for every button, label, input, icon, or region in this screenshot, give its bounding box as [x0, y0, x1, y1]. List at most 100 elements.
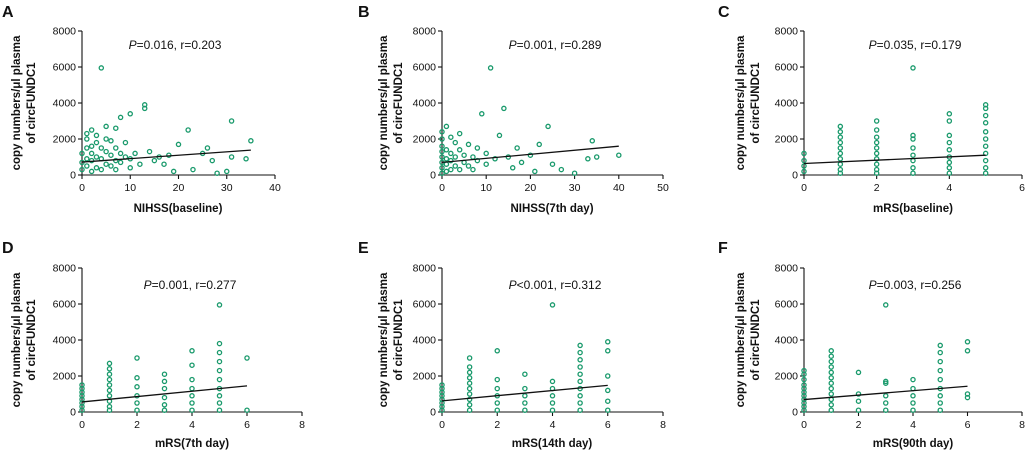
data-point	[88, 168, 95, 175]
data-point	[448, 166, 454, 173]
y-tick-label: 4000	[53, 335, 77, 347]
data-point	[244, 407, 250, 413]
data-point	[837, 134, 844, 140]
data-point	[127, 165, 133, 171]
data-point	[605, 387, 611, 394]
data-point	[466, 396, 473, 403]
x-tick-label: 20	[525, 182, 537, 194]
x-axis: 0 2 4 6 8	[801, 411, 1025, 431]
stat-values: =0.001, r=0.289	[517, 38, 602, 52]
y-label-line1: copy numbers/μl plasma	[11, 272, 23, 407]
data-point	[106, 403, 113, 410]
data-point	[937, 393, 944, 399]
data-point	[828, 385, 835, 392]
data-point	[982, 170, 989, 176]
y-tick-label: 2000	[775, 134, 799, 146]
data-point	[134, 407, 140, 413]
data-point	[106, 376, 113, 383]
data-point	[522, 400, 528, 406]
data-point	[189, 407, 195, 413]
data-point	[228, 154, 235, 160]
data-point	[88, 150, 95, 157]
data-point	[98, 145, 105, 151]
data-point	[117, 159, 124, 166]
fit-line	[441, 145, 619, 164]
data-point	[522, 393, 528, 399]
data-point	[593, 154, 600, 160]
data-point	[855, 407, 862, 413]
data-point	[439, 143, 445, 149]
data-point	[937, 376, 944, 383]
x-label: mRS(90th day)	[873, 438, 954, 450]
panel-a: A copy numbers/μl plasma of circFUNDC1 P…	[2, 4, 281, 215]
data-point	[883, 380, 889, 386]
data-point	[452, 154, 459, 160]
x-label: NIHSS(7th day)	[510, 203, 593, 215]
data-point	[161, 371, 168, 377]
data-point	[910, 170, 916, 176]
data-point	[103, 161, 109, 167]
y-tick-label: 8000	[53, 263, 77, 275]
data-point	[470, 154, 476, 160]
y-tick-label: 6000	[53, 62, 77, 74]
x-tick-label: 6	[244, 419, 250, 431]
y-tick-label: 2000	[775, 371, 799, 383]
data-points	[79, 65, 254, 176]
y-label-line1: copy numbers/μl plasma	[378, 272, 390, 407]
data-point	[532, 168, 538, 175]
data-point	[161, 385, 168, 392]
data-points	[79, 302, 250, 413]
data-point	[443, 147, 450, 153]
data-point	[873, 127, 880, 133]
data-point	[466, 385, 473, 392]
data-point	[501, 105, 507, 112]
fit-line-group	[81, 149, 251, 163]
data-point	[494, 376, 500, 383]
data-point	[452, 163, 459, 169]
data-point	[982, 165, 989, 171]
x-tick-label: 0	[801, 419, 807, 431]
data-point	[982, 136, 989, 142]
data-point	[558, 166, 565, 173]
x-axis: 0 2 4 6 8	[439, 411, 666, 431]
data-point	[151, 157, 158, 164]
data-point	[494, 400, 500, 406]
data-point	[466, 355, 473, 361]
data-point	[522, 385, 528, 392]
data-point	[494, 407, 500, 413]
data-point	[837, 123, 844, 130]
data-point	[549, 302, 556, 308]
x-tick-label: 10	[480, 182, 492, 194]
data-point	[549, 378, 556, 385]
data-point	[937, 349, 944, 356]
data-point	[93, 154, 100, 160]
data-point	[448, 150, 454, 157]
data-point	[216, 400, 223, 406]
x-label: mRS(14th day)	[512, 438, 593, 450]
x-tick-label: 2	[856, 419, 862, 431]
fit-line	[803, 385, 968, 401]
data-point	[189, 400, 195, 406]
data-point	[605, 339, 611, 345]
data-point	[443, 123, 450, 130]
stat-annotation: P=0.016, r=0.203	[129, 38, 222, 52]
data-point	[883, 400, 889, 406]
data-point	[170, 168, 177, 175]
data-point	[549, 407, 556, 413]
y-label-line1: copy numbers/μl plasma	[378, 35, 390, 170]
data-point	[103, 123, 109, 130]
data-point	[134, 375, 140, 381]
data-point	[113, 145, 119, 151]
data-point	[577, 349, 583, 356]
data-point	[828, 402, 835, 408]
data-point	[132, 150, 138, 157]
data-point	[439, 382, 445, 388]
panel-d: D copy numbers/μl plasma of circFUNDC1 P…	[2, 240, 305, 450]
data-point	[466, 380, 473, 386]
data-point	[439, 129, 445, 135]
data-point	[585, 156, 591, 162]
data-point	[545, 123, 551, 130]
data-point	[137, 161, 143, 167]
data-point	[883, 393, 889, 399]
data-point	[549, 400, 556, 406]
